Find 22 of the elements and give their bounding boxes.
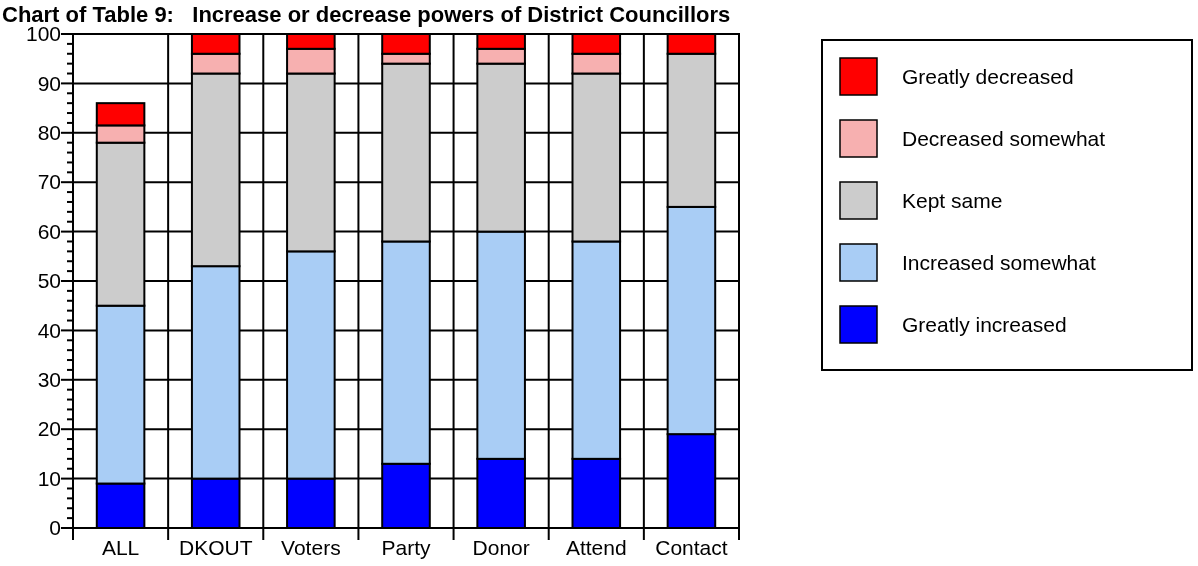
y-tick-label: 10 xyxy=(37,466,61,490)
legend-label: Kept same xyxy=(902,189,1003,212)
legend-label: Decreased somewhat xyxy=(902,127,1106,150)
x-tick-label: Donor xyxy=(472,535,530,559)
y-tick-label: 60 xyxy=(37,219,61,243)
x-tick-label: Voters xyxy=(281,535,341,559)
legend-label: Greatly increased xyxy=(902,313,1067,336)
x-tick-label: Contact xyxy=(655,535,728,559)
x-tick-label: Attend xyxy=(565,535,627,559)
y-tick-label: 30 xyxy=(37,368,61,392)
y-tick-label: 70 xyxy=(37,170,61,194)
y-tick-label: 80 xyxy=(37,121,61,145)
x-tick-label: ALL xyxy=(101,535,140,559)
x-tick-label: Party xyxy=(381,535,432,559)
x-tick-label: DKOUT xyxy=(178,535,253,559)
y-tick-label: 50 xyxy=(37,269,61,293)
y-tick-label: 90 xyxy=(37,71,61,95)
legend-label: Increased somewhat xyxy=(902,251,1096,274)
y-tick-label: 20 xyxy=(37,417,61,441)
y-tick-label: 40 xyxy=(37,318,61,342)
y-tick-label: 0 xyxy=(49,516,61,540)
legend-label: Greatly decreased xyxy=(902,65,1074,88)
